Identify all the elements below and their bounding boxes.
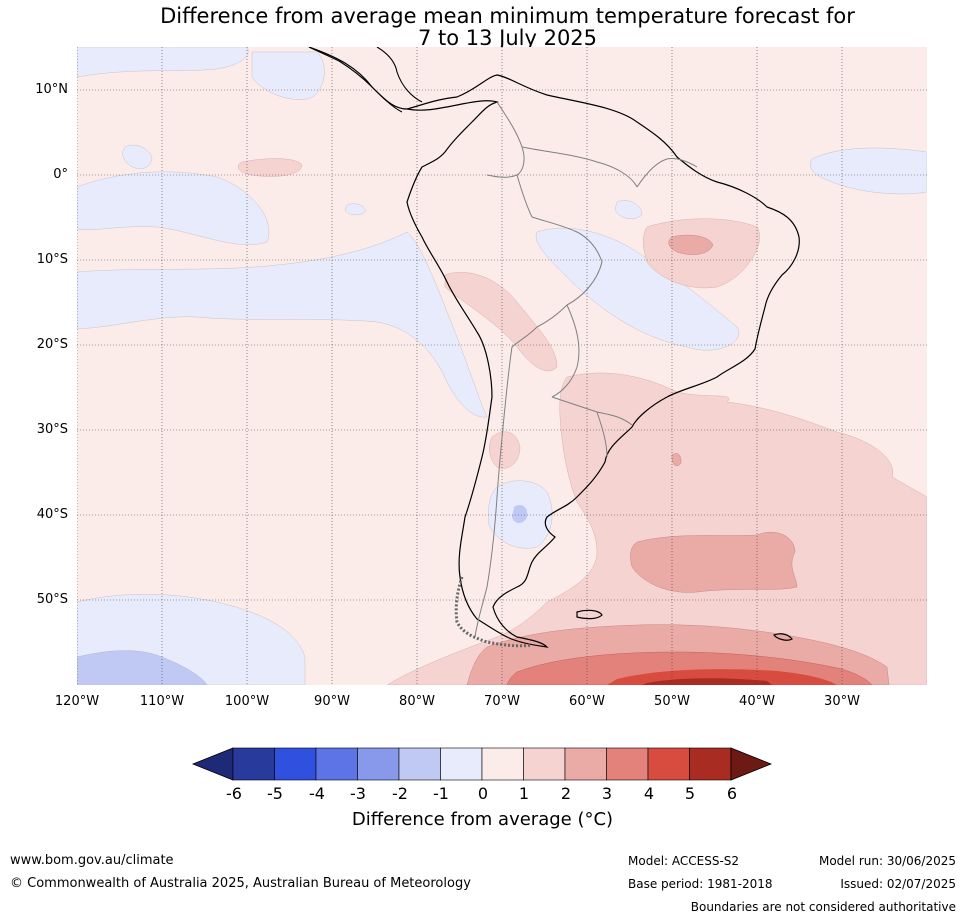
central-america-coast bbox=[308, 47, 423, 113]
lat-label-10n: 10°N bbox=[35, 82, 68, 97]
lon-label-100w: 100°W bbox=[224, 694, 270, 709]
colorbar-tick: 6 bbox=[726, 784, 738, 803]
colorbar-cell bbox=[357, 747, 400, 781]
issued-date: Issued: 02/07/2025 bbox=[840, 877, 956, 891]
colorbar-cell bbox=[274, 747, 317, 781]
colorbar-tick: 3 bbox=[601, 784, 613, 803]
colorbar-cell bbox=[564, 747, 607, 781]
lon-label-90w: 90°W bbox=[314, 694, 350, 709]
lat-label-40s: 40°S bbox=[36, 507, 68, 522]
colorbar-tick: 2 bbox=[560, 784, 572, 803]
lon-label-30w: 30°W bbox=[824, 694, 860, 709]
lon-label-120w: 120°W bbox=[54, 694, 100, 709]
map-title-line-1: Difference from average mean minimum tem… bbox=[160, 4, 855, 28]
lat-label-20s: 20°S bbox=[36, 337, 68, 352]
colorbar-tick: -5 bbox=[267, 784, 283, 803]
website-link[interactable]: www.bom.gov.au/climate bbox=[10, 853, 174, 868]
colorbar-over-arrow bbox=[730, 747, 773, 781]
colorbar-cell bbox=[440, 747, 483, 781]
model-name: Model: ACCESS-S2 bbox=[628, 854, 740, 868]
colorbar-tick: -4 bbox=[309, 784, 325, 803]
chile-archipelago bbox=[454, 576, 533, 648]
colorbar-cell bbox=[398, 747, 441, 781]
lon-label-70w: 70°W bbox=[484, 694, 520, 709]
colorbar-tick: -1 bbox=[433, 784, 449, 803]
graticule bbox=[77, 47, 927, 685]
coastline bbox=[308, 47, 800, 648]
colorbar bbox=[191, 747, 773, 781]
boundaries-disclaimer: Boundaries are not considered authoritat… bbox=[690, 900, 956, 914]
lat-label-30s: 30°S bbox=[36, 422, 68, 437]
lon-label-80w: 80°W bbox=[399, 694, 435, 709]
negative-anomaly-areas bbox=[77, 47, 927, 685]
south-georgia bbox=[773, 633, 793, 641]
colorbar-tick: 5 bbox=[684, 784, 696, 803]
colorbar-tick: 0 bbox=[477, 784, 489, 803]
lon-label-110w: 110°W bbox=[139, 694, 185, 709]
lon-label-50w: 50°W bbox=[654, 694, 690, 709]
colorbar-tick: 4 bbox=[643, 784, 655, 803]
colorbar-cell bbox=[606, 747, 649, 781]
colorbar-cell bbox=[689, 747, 732, 781]
colorbar-under-arrow bbox=[191, 747, 234, 781]
country-borders bbox=[474, 101, 698, 638]
colorbar-cell bbox=[232, 747, 275, 781]
lat-label-10s: 10°S bbox=[36, 252, 68, 267]
model-run-date: Model run: 30/06/2025 bbox=[818, 854, 956, 868]
colorbar-tick: -6 bbox=[226, 784, 242, 803]
lat-label-equator: 0° bbox=[53, 167, 68, 182]
anomaly-band-minus-1-small bbox=[512, 505, 528, 523]
colorbar-cell bbox=[647, 747, 690, 781]
colorbar-label: Difference from average (°C) bbox=[351, 809, 614, 830]
base-period: Base period: 1981-2018 bbox=[628, 877, 773, 891]
positive-anomaly-5-6 bbox=[642, 678, 772, 685]
map-title-line-2: 7 to 13 July 2025 bbox=[417, 26, 598, 50]
colorbar-cell bbox=[523, 747, 566, 781]
falkland-islands bbox=[576, 609, 603, 620]
lon-label-60w: 60°W bbox=[569, 694, 605, 709]
copyright-text: © Commonwealth of Australia 2025, Austra… bbox=[10, 876, 471, 891]
lat-label-50s: 50°S bbox=[36, 592, 68, 607]
lon-label-40w: 40°W bbox=[739, 694, 775, 709]
forecast-map bbox=[77, 47, 927, 685]
colorbar-cell bbox=[481, 747, 524, 781]
colorbar-tick: 1 bbox=[518, 784, 530, 803]
colorbar-tick: -2 bbox=[392, 784, 408, 803]
colorbar-tick: -3 bbox=[350, 784, 366, 803]
colorbar-cell bbox=[315, 747, 358, 781]
